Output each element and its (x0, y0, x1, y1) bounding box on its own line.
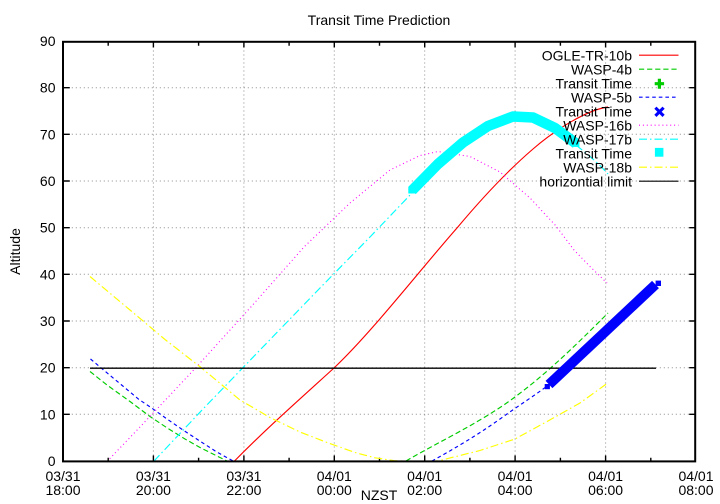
svg-text:90: 90 (40, 33, 56, 49)
svg-text:WASP-5b: WASP-5b (571, 90, 632, 106)
svg-text:18:00: 18:00 (45, 482, 80, 498)
svg-text:OGLE-TR-10b: OGLE-TR-10b (542, 48, 632, 64)
svg-text:Transit Time: Transit Time (556, 104, 633, 120)
svg-text:04/01: 04/01 (407, 468, 442, 484)
svg-text:WASP-16b: WASP-16b (563, 118, 632, 134)
svg-text:04/01: 04/01 (317, 468, 352, 484)
svg-text:00:00: 00:00 (317, 482, 352, 498)
svg-text:WASP-18b: WASP-18b (563, 160, 632, 176)
svg-text:03/31: 03/31 (136, 468, 171, 484)
svg-text:30: 30 (40, 313, 56, 329)
svg-text:03/31: 03/31 (45, 468, 80, 484)
svg-text:WASP-17b: WASP-17b (563, 132, 632, 148)
svg-text:60: 60 (40, 173, 56, 189)
svg-text:0: 0 (48, 453, 56, 469)
svg-text:Altitude: Altitude (7, 228, 23, 275)
svg-text:Transit Time: Transit Time (556, 76, 633, 92)
svg-text:06:00: 06:00 (588, 482, 623, 498)
svg-text:50: 50 (40, 220, 56, 236)
svg-text:20: 20 (40, 360, 56, 376)
svg-text:04/01: 04/01 (498, 468, 533, 484)
svg-text:03/31: 03/31 (226, 468, 261, 484)
svg-text:04:00: 04:00 (498, 482, 533, 498)
svg-text:40: 40 (40, 266, 56, 282)
svg-text:NZST: NZST (361, 487, 398, 503)
svg-text:Transit Time: Transit Time (556, 146, 633, 162)
svg-text:20:00: 20:00 (136, 482, 171, 498)
svg-text:02:00: 02:00 (407, 482, 442, 498)
svg-text:10: 10 (40, 406, 56, 422)
svg-text:horizontial limit: horizontial limit (539, 174, 632, 190)
svg-text:80: 80 (40, 80, 56, 96)
svg-text:Transit Time Prediction: Transit Time Prediction (308, 12, 451, 28)
svg-text:08:00: 08:00 (678, 482, 713, 498)
svg-text:22:00: 22:00 (226, 482, 261, 498)
svg-text:WASP-4b: WASP-4b (571, 62, 632, 78)
svg-text:04/01: 04/01 (588, 468, 623, 484)
svg-text:04/01: 04/01 (678, 468, 713, 484)
svg-text:70: 70 (40, 126, 56, 142)
